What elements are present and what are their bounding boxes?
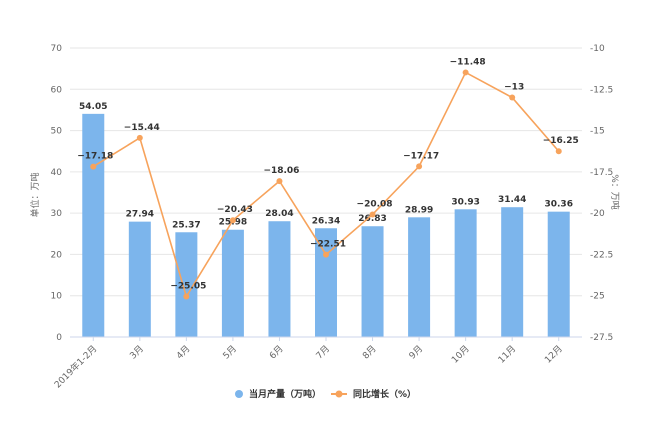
line-series: −17.18 −15.44 −25.05 −20.43 −18.06 −22.51 −20.… bbox=[77, 57, 579, 300]
left-tick-label: 10 bbox=[51, 292, 63, 302]
bar bbox=[175, 232, 198, 337]
bar-data-label: 31.44 bbox=[498, 195, 526, 205]
left-tick-label: 30 bbox=[51, 209, 63, 219]
x-tick-label: 2019年1-2月 bbox=[52, 343, 100, 391]
line-point bbox=[369, 211, 376, 218]
bar bbox=[501, 207, 524, 337]
legend-line-label: 同比增长（%） bbox=[353, 388, 416, 400]
left-tick-label: 40 bbox=[51, 168, 63, 178]
x-tick-label: 7月 bbox=[314, 343, 332, 361]
x-axis: 2019年1-2月 3月 4月 5月 6月 7月 8月 9月 10月 11月 12月 bbox=[52, 336, 582, 391]
bar bbox=[361, 226, 384, 337]
x-tick-label: 11月 bbox=[496, 343, 518, 365]
bar-data-label: 27.94 bbox=[126, 210, 154, 220]
line-data-label: −16.25 bbox=[543, 136, 579, 146]
right-axis: -27.5 -25 -22.5 -20 -17.5 -15 -12.5 -10 bbox=[590, 44, 613, 343]
legend-bar-label: 当月产量（万吨） bbox=[249, 388, 321, 400]
x-tick-label: 3月 bbox=[128, 343, 146, 361]
line-data-label: −25.05 bbox=[170, 282, 206, 292]
left-tick-label: 0 bbox=[56, 333, 62, 343]
line-point bbox=[416, 163, 423, 170]
bar bbox=[547, 211, 570, 337]
x-tick-label: 10月 bbox=[450, 343, 472, 365]
bar bbox=[315, 228, 337, 337]
bar-data-label: 26.83 bbox=[358, 214, 386, 224]
legend-item-bar[interactable]: 当月产量（万吨） bbox=[235, 388, 321, 400]
line-point bbox=[555, 148, 562, 155]
line-point bbox=[276, 178, 283, 185]
right-tick-label: -10 bbox=[590, 44, 605, 54]
line-data-label: −11.48 bbox=[450, 57, 486, 67]
line-point bbox=[509, 94, 516, 101]
line-data-label: −20.43 bbox=[217, 205, 253, 215]
bar-series: 54.0527.9425.3725.9828.0426.3426.8328.99… bbox=[79, 102, 573, 338]
right-axis-title: %：万吨 bbox=[609, 174, 621, 210]
right-tick-label: -17.5 bbox=[590, 168, 613, 178]
legend-bar-swatch bbox=[235, 390, 243, 398]
bar bbox=[268, 221, 291, 337]
line-data-label: −20.08 bbox=[357, 199, 393, 209]
x-tick-label: 6月 bbox=[267, 343, 285, 361]
right-tick-label: -22.5 bbox=[590, 250, 613, 260]
left-tick-label: 50 bbox=[51, 127, 63, 137]
x-tick-label: 5月 bbox=[221, 343, 239, 361]
line-point bbox=[136, 134, 143, 141]
bar bbox=[128, 221, 151, 337]
legend-line-marker bbox=[335, 390, 343, 398]
line-data-label: −13 bbox=[504, 83, 524, 93]
line-point bbox=[323, 251, 329, 258]
x-tick-label: 4月 bbox=[174, 343, 192, 361]
x-tick-label: 9月 bbox=[407, 343, 425, 361]
line-point bbox=[229, 217, 236, 224]
right-tick-label: -20 bbox=[590, 209, 605, 219]
right-tick-label: -25 bbox=[590, 292, 605, 302]
left-tick-label: 70 bbox=[51, 44, 63, 54]
bar-data-label: 28.99 bbox=[405, 205, 433, 215]
bar-data-label: 26.34 bbox=[312, 216, 340, 226]
bar-data-label: 30.36 bbox=[544, 200, 572, 210]
left-axis-title: 单位：万吨 bbox=[29, 172, 41, 217]
legend: 当月产量（万吨） 同比增长（%） bbox=[235, 388, 416, 400]
line-point bbox=[183, 293, 190, 300]
left-axis: 0 10 20 30 40 50 60 70 bbox=[51, 44, 63, 343]
left-tick-label: 60 bbox=[51, 85, 63, 95]
bar bbox=[408, 217, 431, 337]
line-data-label: −22.51 bbox=[310, 240, 346, 250]
line-data-label: −15.44 bbox=[124, 123, 160, 133]
line-data-label: −17.17 bbox=[403, 151, 439, 161]
bar bbox=[454, 209, 477, 337]
bar bbox=[82, 113, 105, 338]
bar-data-label: 30.93 bbox=[451, 197, 479, 207]
bar bbox=[221, 229, 244, 337]
legend-item-line[interactable]: 同比增长（%） bbox=[331, 388, 416, 400]
x-tick-label: 8月 bbox=[360, 343, 378, 361]
line-data-label: −18.06 bbox=[263, 166, 299, 176]
bar-data-label: 54.05 bbox=[79, 102, 107, 112]
left-tick-label: 20 bbox=[51, 250, 63, 260]
right-tick-label: -12.5 bbox=[590, 85, 613, 95]
line-point bbox=[90, 163, 97, 170]
right-tick-label: -15 bbox=[590, 127, 605, 137]
line-data-label: −17.18 bbox=[77, 152, 113, 162]
bar-data-label: 28.04 bbox=[265, 209, 293, 219]
line-point bbox=[462, 69, 469, 76]
right-tick-label: -27.5 bbox=[590, 333, 613, 343]
x-tick-label: 12月 bbox=[543, 343, 565, 365]
bar-data-label: 25.37 bbox=[172, 220, 200, 230]
